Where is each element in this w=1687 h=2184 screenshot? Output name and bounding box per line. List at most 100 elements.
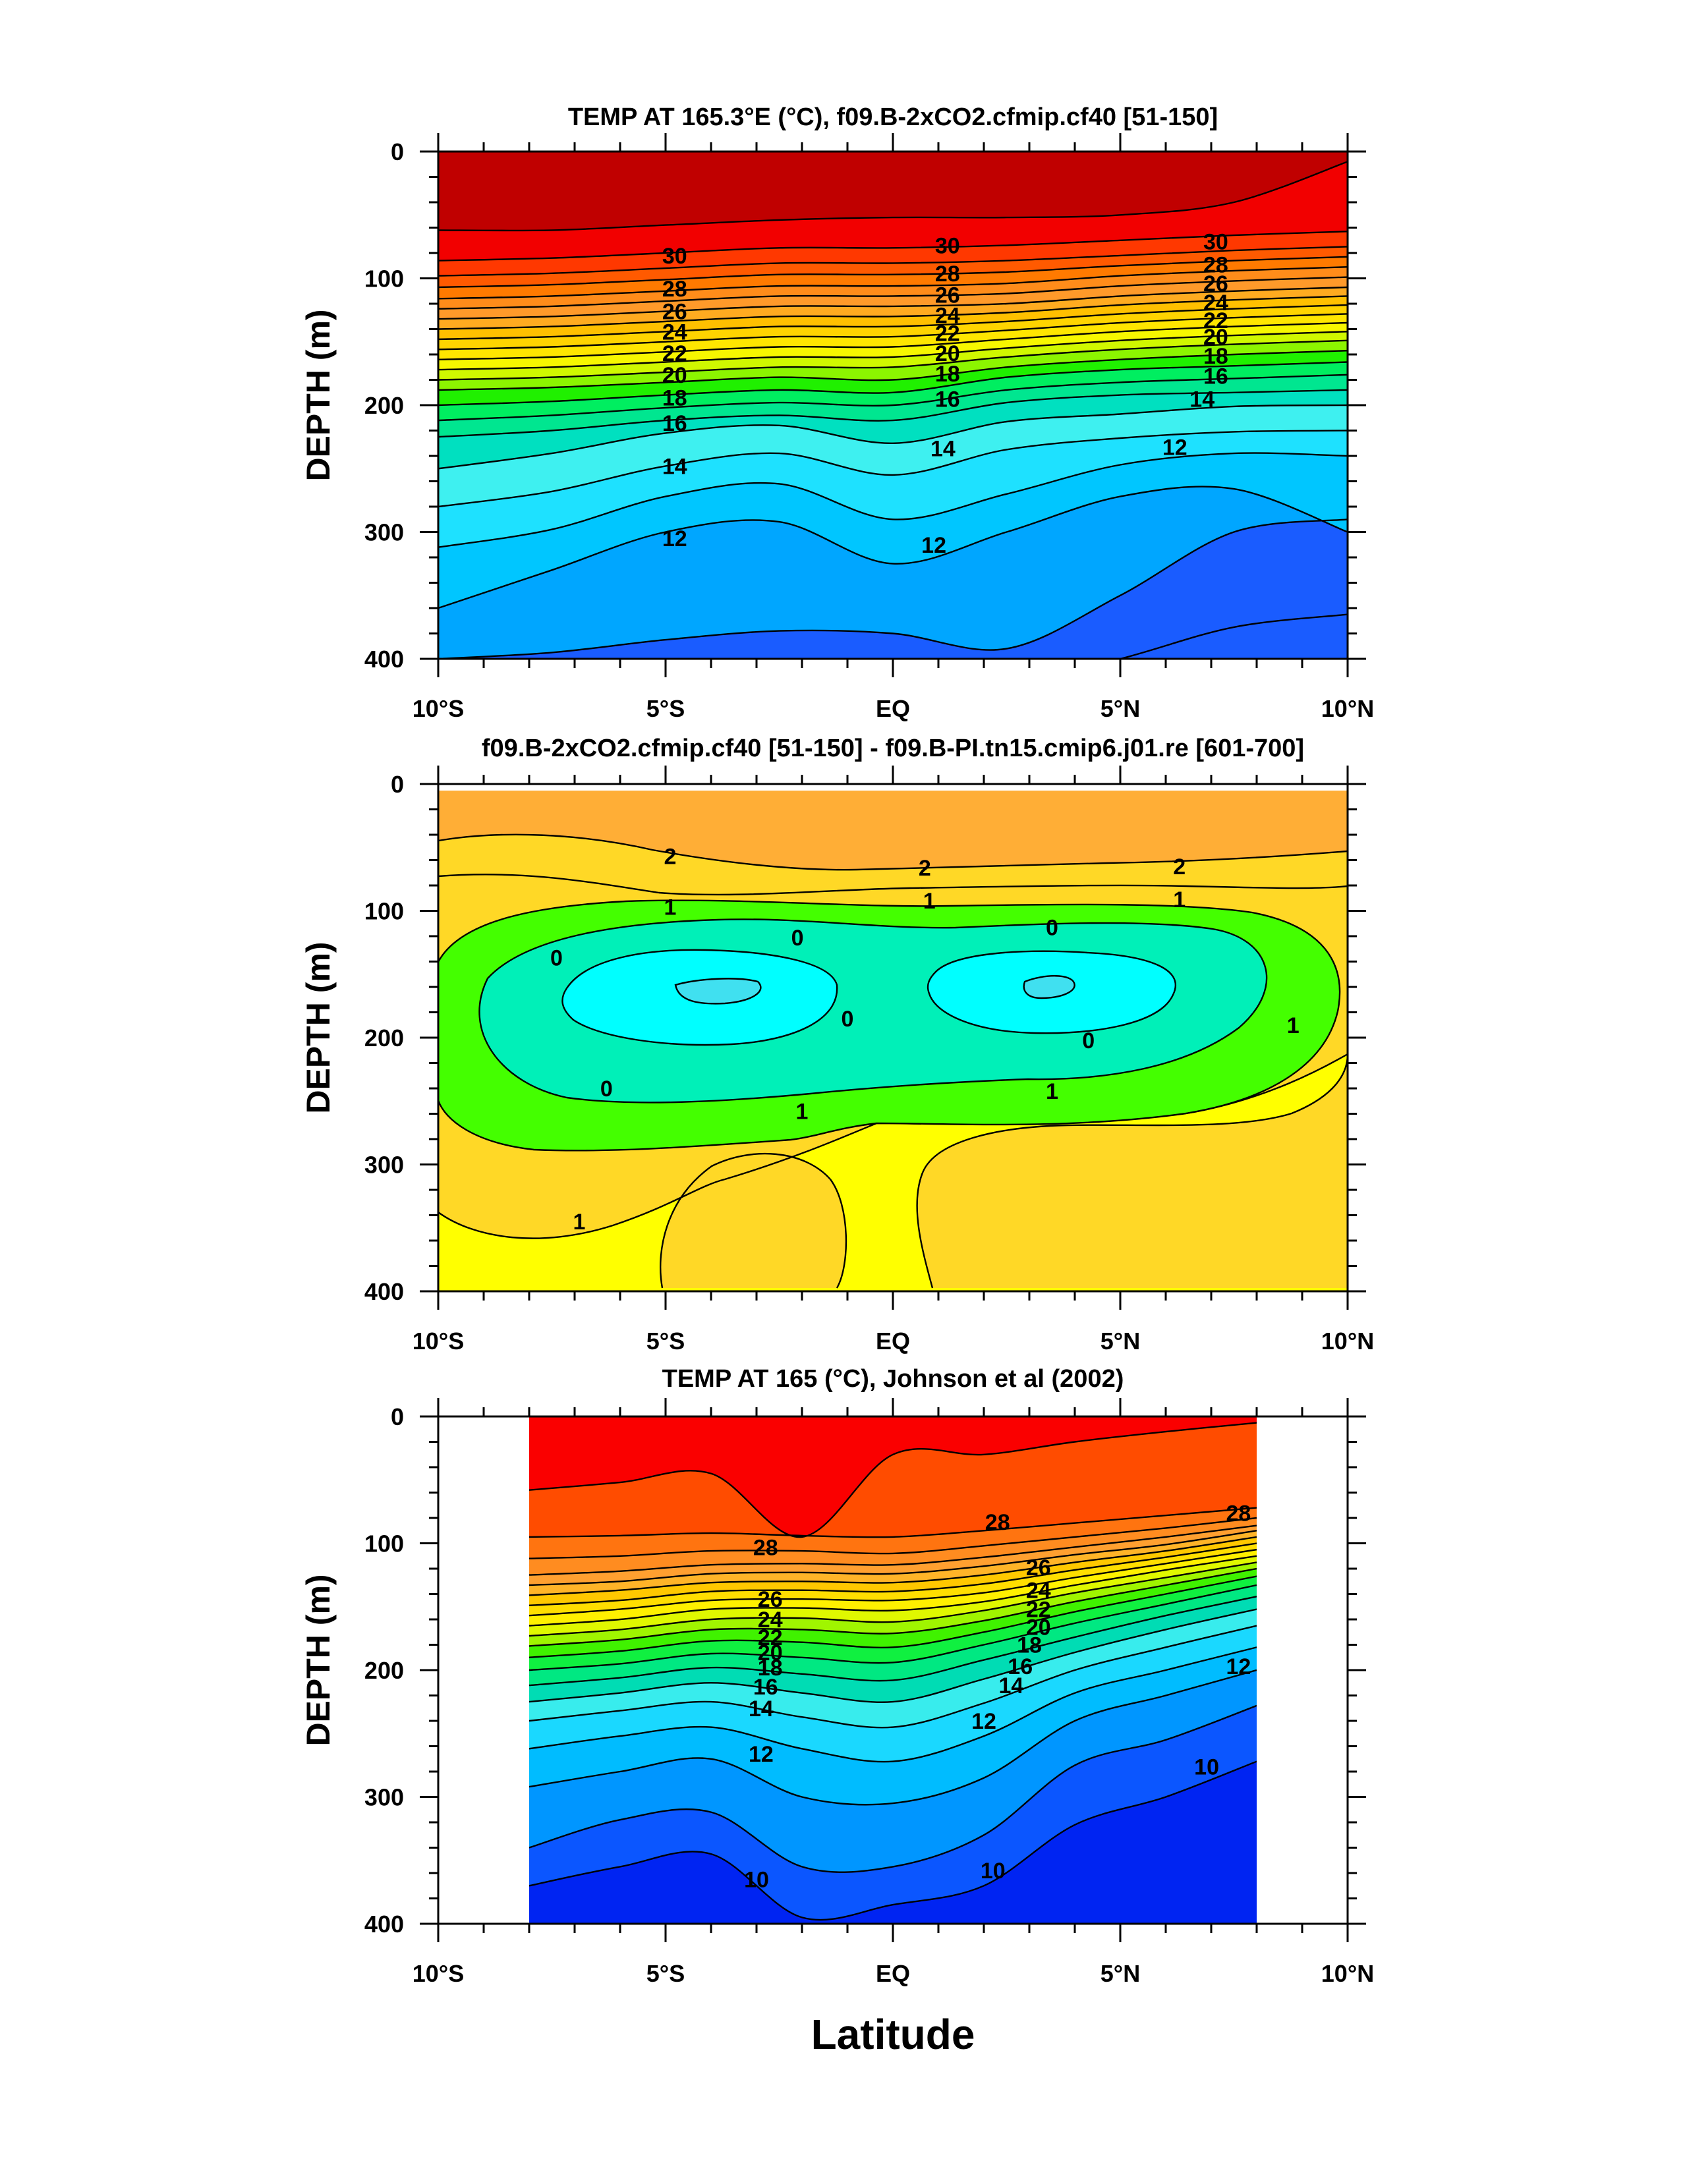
contour-label: 1 — [1287, 1013, 1300, 1038]
contour-label: 2 — [1173, 854, 1186, 880]
y-tick-label: 0 — [391, 138, 404, 165]
contour-label: 22 — [935, 321, 960, 346]
contour-line-32 — [438, 161, 1348, 232]
contour-line-13 — [529, 1646, 1257, 1763]
contour-label: 12 — [971, 1709, 996, 1734]
contour-label: 22 — [662, 341, 687, 366]
panel-2-y-axis-title: DEPTH (m) — [300, 941, 337, 1113]
y-tick-label: 400 — [364, 1911, 404, 1938]
contour-label: 12 — [1226, 1654, 1251, 1679]
contour-label: 10 — [1194, 1754, 1219, 1779]
contour-line-16 — [529, 1596, 1257, 1687]
contour-line-23 — [529, 1542, 1257, 1606]
anomaly-contour-minus-2 — [674, 975, 1075, 1005]
contour-line-11 — [438, 518, 1348, 659]
anomaly-contour-1-upper — [438, 874, 1348, 896]
contour-label: 18 — [1017, 1633, 1042, 1658]
anomaly-contour-minus-1 — [561, 949, 1177, 1046]
contour-label: 16 — [1008, 1654, 1033, 1679]
contour-label: 0 — [600, 1077, 613, 1102]
contour-label: 1 — [923, 889, 936, 914]
x-tick-label: 5°N — [1101, 1328, 1140, 1355]
contour-label: 12 — [921, 533, 946, 558]
anomaly-fill-warm-pocket-south — [660, 1154, 846, 1288]
contour-line-15 — [438, 404, 1348, 470]
contour-line-19 — [529, 1567, 1257, 1647]
contour-label: 2 — [919, 856, 931, 881]
panel-2-contour-labels: 2 2 2 1 1 1 0 0 0 0 0 0 1 1 1 1 — [550, 845, 1300, 1235]
x-tick-label: 10°S — [413, 695, 464, 722]
contour-label: 1 — [664, 895, 676, 920]
y-tick-label: 300 — [364, 519, 404, 546]
panel-2-title: f09.B-2xCO2.cfmip.cf40 [51-150] - f09.B-… — [482, 735, 1304, 762]
x-tick-label: 5°S — [646, 695, 685, 722]
contour-line-13 — [438, 452, 1348, 548]
contour-label: 20 — [1203, 325, 1228, 350]
anomaly-contour-1-lower — [438, 1053, 1348, 1239]
contour-label: 28 — [935, 262, 960, 287]
panel-2-contour-lines — [437, 833, 1349, 1289]
contour-label: 20 — [1026, 1615, 1051, 1640]
contour-line-14 — [438, 430, 1348, 508]
y-tick-label: 100 — [364, 266, 404, 293]
contour-line-14 — [529, 1625, 1257, 1729]
contour-label: 30 — [662, 244, 687, 269]
panel-1-axes: 0 100 200 300 400 10°S 5°S EQ 5°N 10°N — [364, 133, 1374, 722]
anomaly-fill-warm-pocket-north — [917, 1054, 1348, 1288]
contour-line-28 — [438, 266, 1348, 300]
contour-label: 16 — [1203, 364, 1228, 389]
contour-line-22 — [529, 1548, 1257, 1617]
x-tick-label: 5°N — [1101, 695, 1140, 722]
contour-line-17 — [438, 374, 1348, 422]
contour-line-25 — [438, 295, 1348, 330]
contour-fill-32 — [438, 152, 1348, 231]
contour-label: 14 — [1189, 387, 1215, 412]
contour-label: 18 — [662, 385, 687, 410]
contour-label: 10 — [744, 1868, 769, 1893]
y-tick-label: 0 — [391, 771, 404, 798]
contour-line-26 — [529, 1525, 1257, 1576]
panel-3-y-axis-title: DEPTH (m) — [300, 1574, 337, 1746]
contour-line-19 — [438, 350, 1348, 391]
contour-line-29 — [529, 1422, 1257, 1538]
contour-label: 30 — [1203, 230, 1228, 255]
contour-label: 12 — [1162, 435, 1187, 461]
y-tick-label: 100 — [364, 898, 404, 925]
contour-line-15 — [529, 1608, 1257, 1703]
contour-line-21 — [529, 1555, 1257, 1627]
y-tick-label: 200 — [364, 1024, 404, 1051]
contour-label: 14 — [662, 454, 687, 479]
contour-label: 24 — [935, 303, 960, 328]
contour-line-20 — [529, 1561, 1257, 1637]
panel-2: f09.B-2xCO2.cfmip.cf40 [51-150] - f09.B-… — [300, 735, 1374, 1355]
contour-line-16 — [438, 389, 1348, 438]
contour-label: 2 — [664, 845, 676, 870]
anomaly-contour-0-to-1 — [437, 899, 1341, 1152]
contour-label: 0 — [1082, 1028, 1095, 1053]
contour-label: 22 — [1203, 308, 1228, 333]
contour-label: 0 — [791, 926, 804, 951]
anomaly-fill-below-minus-1 — [562, 949, 1176, 1045]
contour-line-26 — [438, 286, 1348, 320]
contour-label: 16 — [935, 387, 960, 412]
contour-label: 24 — [662, 320, 687, 345]
panel-1-contour-lines — [438, 161, 1348, 659]
contour-label: 28 — [753, 1535, 778, 1560]
contour-label: 20 — [662, 363, 687, 388]
contour-line-18 — [529, 1575, 1257, 1658]
contour-line-11 — [529, 1704, 1257, 1873]
contour-label: 1 — [1173, 887, 1186, 912]
x-tick-label: EQ — [876, 1960, 910, 1987]
x-tick-label: 5°S — [646, 1328, 685, 1355]
contour-label: 14 — [998, 1673, 1023, 1698]
contour-label: 0 — [1046, 916, 1058, 941]
y-tick-label: 300 — [364, 1152, 404, 1179]
contour-line-10 — [1117, 613, 1348, 659]
contour-line-12 — [438, 486, 1348, 609]
contour-label: 0 — [842, 1007, 854, 1032]
panel-1-y-axis-title: DEPTH (m) — [300, 309, 337, 481]
